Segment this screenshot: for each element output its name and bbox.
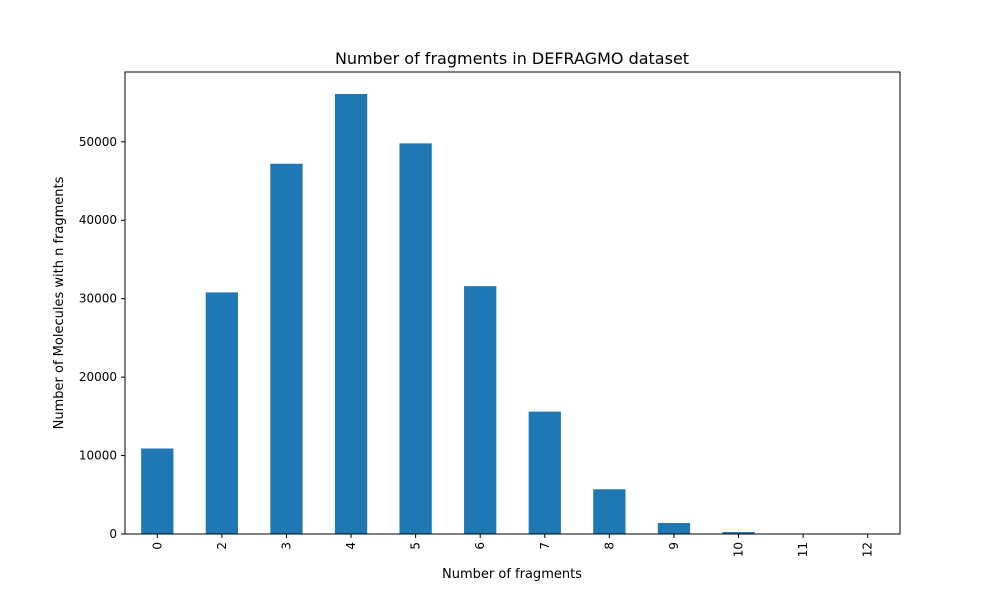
y-tick-label: 30000 xyxy=(79,292,117,306)
x-tick-label: 8 xyxy=(602,542,616,550)
x-tick-label: 7 xyxy=(538,542,552,550)
bar-8 xyxy=(593,489,625,534)
y-tick-label: 50000 xyxy=(79,135,117,149)
bar-2 xyxy=(206,292,238,534)
bars xyxy=(141,94,884,534)
bar-6 xyxy=(464,286,496,534)
y-tick-label: 10000 xyxy=(79,449,117,463)
y-tick-label: 20000 xyxy=(79,370,117,384)
chart-title: Number of fragments in DEFRAGMO dataset xyxy=(335,49,689,68)
bar-7 xyxy=(529,412,561,534)
bar-4 xyxy=(335,94,367,534)
x-axis-label: Number of fragments xyxy=(442,567,582,582)
x-tick-label: 6 xyxy=(473,542,487,550)
bar-3 xyxy=(270,164,302,534)
x-tick-label: 5 xyxy=(409,542,423,550)
x-tick-label: 11 xyxy=(796,542,810,557)
bar-0 xyxy=(141,449,173,535)
x-tick-label: 10 xyxy=(732,542,746,557)
x-tick-label: 4 xyxy=(344,542,358,550)
x-tick-label: 12 xyxy=(861,542,875,557)
x-tick-label: 2 xyxy=(215,542,229,550)
plot-area-frame xyxy=(125,72,900,534)
x-tick-label: 0 xyxy=(150,542,164,550)
y-tick-label: 40000 xyxy=(79,213,117,227)
x-tick-label: 3 xyxy=(279,542,293,550)
bar-9 xyxy=(658,523,690,534)
y-axis-label: Number of Molecules with n fragments xyxy=(52,176,67,429)
y-axis-ticks: 0 10000 20000 30000 40000 50000 xyxy=(79,135,125,541)
y-tick-label: 0 xyxy=(109,527,117,541)
x-tick-label: 9 xyxy=(667,542,681,550)
x-axis-ticks: 0 2 3 4 5 6 7 8 9 10 11 12 xyxy=(150,534,874,557)
bar-5 xyxy=(399,143,431,534)
